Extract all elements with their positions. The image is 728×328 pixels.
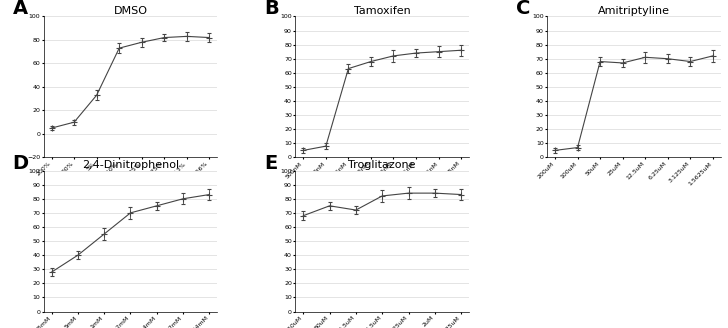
Title: Amitriptyline: Amitriptyline xyxy=(598,6,670,16)
Text: E: E xyxy=(264,154,277,173)
Text: D: D xyxy=(12,154,28,173)
Text: C: C xyxy=(516,0,530,18)
Text: B: B xyxy=(264,0,279,18)
Title: Troglitazone: Troglitazone xyxy=(349,160,416,170)
Text: A: A xyxy=(12,0,28,18)
Title: 2,4-Dinitrophenol: 2,4-Dinitrophenol xyxy=(82,160,179,170)
Title: Tamoxifen: Tamoxifen xyxy=(354,6,411,16)
Title: DMSO: DMSO xyxy=(114,6,148,16)
